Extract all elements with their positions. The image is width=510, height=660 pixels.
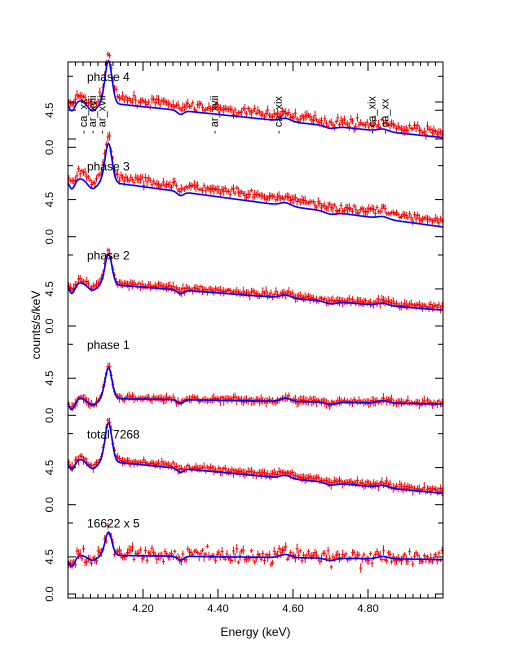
y-tick-label: 0.0	[44, 318, 56, 333]
x-tick-label: 4.20	[132, 603, 153, 615]
panel-label: total 7268	[87, 427, 140, 441]
y-tick-label: 4.5	[44, 192, 56, 207]
model-curve	[67, 366, 444, 411]
y-tick-label: 4.5	[44, 371, 56, 386]
panel-label: 16622 x 5	[87, 517, 140, 531]
data-points	[67, 131, 444, 228]
emission-line-label: - ar_xvii	[97, 95, 109, 134]
panel-label: phase 4	[87, 70, 130, 84]
model-curve	[67, 531, 443, 568]
y-tick-label: 0.0	[44, 586, 56, 601]
model-curve	[67, 59, 444, 139]
y-tick-label: 0.0	[44, 408, 56, 423]
emission-line-label: - ca_xix	[273, 96, 285, 134]
emission-line-label: - ca_xx	[78, 98, 90, 134]
emission-line-label: - ar_xvii	[87, 95, 99, 134]
y-tick-label: 4.5	[44, 460, 56, 475]
x-tick-label: 4.80	[357, 603, 378, 615]
x-tick-label: 4.60	[282, 603, 303, 615]
y-tick-label: 4.5	[44, 549, 56, 564]
x-tick-label: 4.40	[207, 603, 228, 615]
emission-line-label: - ar_xvii	[209, 95, 221, 134]
panel-label: phase 2	[87, 249, 130, 263]
x-axis-title: Energy (keV)	[220, 625, 290, 639]
y-tick-label: 0.0	[44, 140, 56, 155]
emission-line-label: - ca_xix	[367, 96, 379, 134]
y-axis-title: counts/s/keV	[29, 291, 43, 360]
emission-line-label: - ca_xx	[380, 98, 392, 134]
model-curve	[67, 421, 444, 495]
y-tick-label: 0.0	[44, 497, 56, 512]
data-points	[67, 362, 444, 412]
y-tick-label: 4.5	[44, 103, 56, 118]
model-curve	[67, 252, 444, 311]
model-curve	[67, 142, 444, 228]
panel-label: phase 3	[87, 159, 130, 173]
data-points	[67, 51, 444, 140]
y-tick-label: 4.5	[44, 281, 56, 296]
panel-label: phase 1	[87, 338, 130, 352]
y-tick-label: 0.0	[44, 229, 56, 244]
